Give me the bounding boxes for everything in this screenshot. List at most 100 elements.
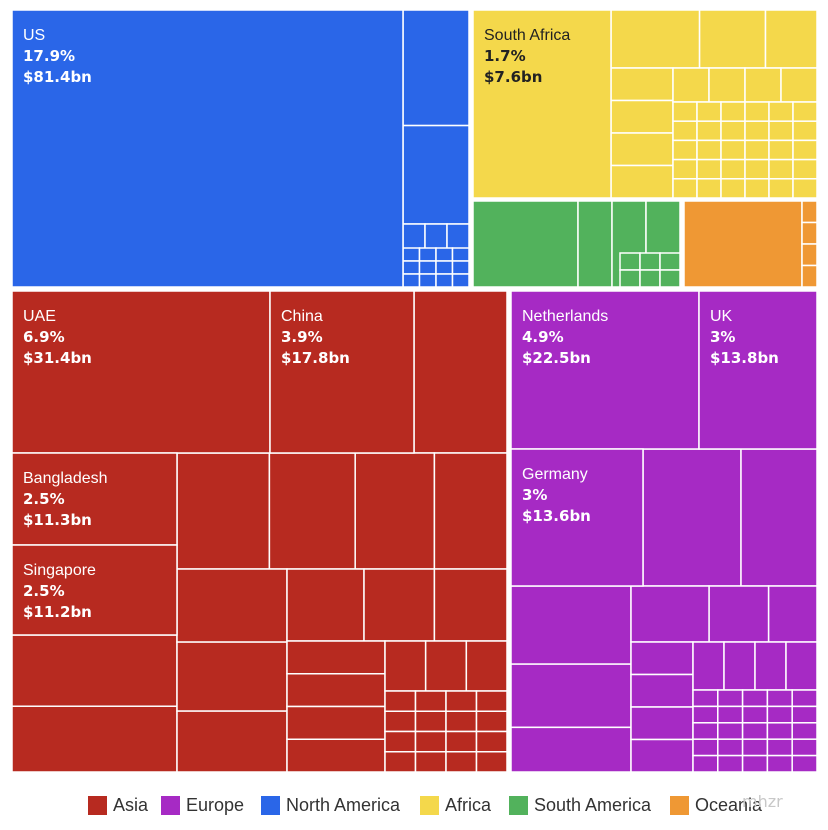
tile-europe: [630, 673, 694, 708]
legend-item-europe: Europe: [161, 794, 244, 816]
tile-asia: [414, 710, 447, 733]
tile-value-germany: $13.6bn: [522, 507, 591, 525]
tile-africa: [672, 101, 698, 122]
tile-africa: [672, 139, 698, 161]
legend-label-oceania: Oceania: [695, 794, 763, 815]
tile-name-bangladesh: Bangladesh: [23, 470, 108, 487]
tile-africa: [792, 178, 818, 199]
tile-percent-uk: 3%: [710, 328, 735, 346]
tile-europe: [630, 738, 694, 773]
tile-africa: [720, 120, 746, 142]
tile-europe: [630, 585, 710, 643]
legend-swatch-africa: [420, 795, 439, 815]
tile-uk: UK 3% $13.8bn: [698, 290, 818, 450]
tile-name-china: China: [281, 308, 323, 325]
tile-south-america: [577, 200, 613, 288]
tile-name-us: US: [23, 27, 45, 44]
tile-europe: [692, 689, 719, 708]
tile-africa: [744, 158, 770, 180]
tile-rect-singapore: [11, 544, 178, 636]
tile-asia: [475, 690, 508, 712]
legend-swatch-europe: [161, 795, 180, 815]
tile-asia: [475, 710, 508, 733]
tile-europe: [740, 448, 818, 587]
legend-item-south-america: South America: [509, 794, 651, 816]
tile-rect-uae: [11, 290, 271, 454]
legend-label-europe: Europe: [186, 794, 245, 815]
tile-asia: [176, 568, 288, 643]
tile-asia: [475, 751, 508, 773]
tile-asia: [286, 673, 386, 708]
treemap-chart: US 17.9% $81.4bn South Africa 1.7% $7.6bn UAE 6…: [11, 9, 818, 773]
tile-europe: [791, 722, 818, 740]
tile-africa: [696, 120, 722, 142]
tile-asia: [176, 641, 288, 712]
tile-netherlands: Netherlands 4.9% $22.5bn: [510, 290, 700, 450]
tile-asia: [384, 751, 417, 773]
tile-asia: [286, 568, 365, 642]
tile-asia: [384, 690, 417, 712]
tile-germany: Germany 3% $13.6bn: [510, 448, 644, 587]
tile-europe: [510, 663, 632, 729]
tile-europe: [741, 689, 769, 708]
tile-rect-uk: [698, 290, 818, 450]
tile-asia: [475, 730, 508, 753]
tile-europe: [692, 641, 725, 691]
tile-europe: [717, 738, 744, 757]
tile-north-america: [451, 247, 470, 262]
tile-africa: [610, 164, 674, 199]
tile-africa: [792, 120, 818, 142]
tile-north-america: [402, 260, 421, 275]
tile-europe: [723, 641, 756, 691]
tile-europe: [708, 585, 770, 643]
tile-asia: [414, 730, 447, 753]
tile-south-america: [619, 252, 641, 271]
tile-africa: [720, 139, 746, 161]
tile-percent-us: 17.9%: [23, 47, 75, 65]
tile-africa: [696, 158, 722, 180]
tile-name-netherlands: Netherlands: [522, 308, 608, 325]
tile-value-uae: $31.4bn: [23, 349, 92, 367]
tile-percent-germany: 3%: [522, 486, 547, 504]
legend-label-africa: Africa: [445, 794, 492, 815]
tile-north-america: [451, 273, 470, 288]
tile-africa: [610, 99, 674, 134]
tile-europe: [741, 722, 769, 740]
tile-africa: [672, 178, 698, 199]
legend-item-oceania: Oceania: [670, 794, 762, 816]
tile-africa: [698, 9, 767, 69]
tile-name-uk: UK: [710, 308, 733, 325]
tile-europe: [791, 705, 818, 724]
tile-europe: [642, 448, 742, 587]
tile-europe: [791, 754, 818, 773]
tile-europe: [692, 705, 719, 724]
tile-africa: [672, 158, 698, 180]
tile-europe: [766, 705, 793, 724]
tile-europe: [766, 689, 793, 708]
tile-africa: [768, 101, 794, 122]
tile-asia: [414, 690, 447, 712]
watermark: mhzr: [742, 792, 783, 811]
legend-label-asia: Asia: [113, 794, 149, 815]
tile-percent-south-africa: 1.7%: [484, 47, 526, 65]
tile-north-america: [418, 273, 437, 288]
tile-europe: [510, 585, 632, 665]
tile-north-america: [435, 247, 454, 262]
tile-africa: [780, 67, 818, 103]
tile-asia: [424, 640, 468, 692]
tile-uae: UAE 6.9% $31.4bn: [11, 290, 271, 454]
tile-south-africa: South Africa 1.7% $7.6bn: [472, 9, 612, 199]
tile-africa: [768, 158, 794, 180]
tile-europe: [766, 722, 793, 740]
legend-swatch-asia: [88, 795, 107, 815]
tile-north-america: [451, 260, 470, 275]
tile-asia: [176, 710, 288, 773]
tile-africa: [744, 178, 770, 199]
tile-europe: [766, 754, 793, 773]
tile-africa: [720, 178, 746, 199]
tile-europe: [754, 641, 787, 691]
tile-south-america: [472, 200, 579, 288]
tile-europe: [785, 641, 818, 691]
tile-africa: [610, 67, 674, 102]
tile-oceania: [801, 243, 818, 267]
